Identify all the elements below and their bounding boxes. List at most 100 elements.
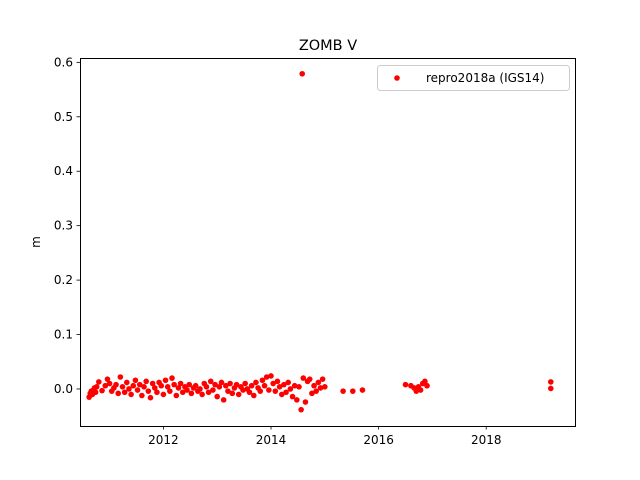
data-point-0-126	[547, 379, 554, 385]
data-point-0-58	[205, 389, 212, 396]
data-point-0-106	[306, 376, 313, 382]
data-point-0-107	[309, 390, 315, 397]
data-point-0-77	[246, 389, 253, 396]
data-point-0-30	[145, 388, 152, 394]
data-point-0-21	[126, 386, 132, 392]
data-point-0-60	[210, 387, 216, 393]
data-point-0-25	[134, 387, 141, 393]
x-tick-label-2: 2016	[363, 433, 394, 447]
chart-title: ZOMB V	[299, 38, 357, 54]
data-point-0-69	[229, 390, 236, 397]
y-axis-label: m	[29, 236, 43, 248]
data-point-0-61	[212, 381, 218, 388]
data-point-0-124	[422, 378, 428, 385]
data-point-0-117	[402, 381, 409, 388]
data-point-0-36	[158, 382, 165, 389]
data-point-0-80	[253, 379, 259, 386]
data-point-0-99	[294, 397, 300, 403]
data-point-0-31	[147, 394, 154, 401]
data-point-0-97	[289, 393, 296, 400]
legend-box	[377, 65, 570, 91]
y-tick-label-1: 0.1	[54, 328, 73, 342]
data-point-0-110	[315, 379, 322, 386]
data-point-0-57	[203, 384, 210, 390]
y-tick-label-0: 0.0	[54, 382, 73, 396]
data-point-0-43	[173, 392, 180, 399]
data-point-0-48	[184, 387, 190, 393]
data-point-0-52	[192, 382, 199, 389]
data-point-0-8	[96, 379, 102, 385]
data-point-0-7	[93, 384, 100, 390]
data-point-0-98	[291, 382, 298, 389]
data-point-0-65	[220, 397, 227, 403]
data-point-0-32	[149, 380, 156, 387]
data-point-0-127	[547, 385, 554, 392]
data-point-0-125	[424, 382, 430, 389]
data-point-0-6	[92, 389, 99, 396]
data-point-0-29	[143, 378, 149, 385]
legend: repro2018a (IGS14)	[377, 65, 570, 91]
data-point-0-100	[296, 384, 302, 390]
data-point-0-41	[169, 375, 175, 381]
data-point-0-17	[117, 374, 124, 380]
data-point-0-94	[283, 389, 289, 396]
data-point-0-122	[417, 387, 424, 393]
plot-frame	[80, 58, 576, 427]
x-tick-label-1: 2014	[256, 433, 287, 447]
data-point-0-91	[276, 384, 283, 390]
data-point-0-103	[300, 375, 307, 381]
y-tick-label-3: 0.3	[54, 219, 73, 233]
data-point-0-12	[106, 380, 113, 387]
data-point-0-112	[319, 376, 326, 382]
data-point-0-50	[188, 390, 195, 397]
data-point-0-74	[240, 387, 246, 393]
data-point-0-92	[278, 391, 285, 398]
data-point-0-79	[250, 392, 257, 399]
legend-label: repro2018a (IGS14)	[426, 71, 544, 85]
data-point-0-78	[248, 382, 255, 389]
data-point-0-15	[113, 381, 119, 388]
data-point-0-44	[175, 385, 182, 391]
data-point-0-83	[259, 377, 266, 384]
data-point-0-95	[285, 379, 292, 386]
data-point-0-113	[322, 384, 328, 390]
data-point-0-64	[218, 379, 225, 386]
data-point-0-54	[197, 386, 203, 392]
data-point-0-24	[132, 377, 139, 384]
data-point-0-84	[261, 382, 268, 389]
data-point-0-111	[317, 385, 324, 391]
data-point-0-46	[179, 389, 186, 396]
data-point-0-28	[141, 384, 147, 390]
data-point-0-59	[207, 378, 214, 385]
data-point-0-75	[242, 380, 248, 387]
data-point-0-40	[167, 388, 173, 394]
data-point-0-85	[263, 374, 270, 380]
data-point-0-82	[257, 388, 264, 394]
data-point-0-23	[130, 382, 137, 389]
data-point-0-108	[311, 382, 317, 389]
data-point-0-33	[151, 385, 158, 391]
data-point-0-11	[104, 376, 111, 382]
data-point-0-114	[340, 388, 346, 394]
data-point-0-93	[281, 381, 287, 388]
data-point-0-66	[223, 382, 229, 389]
data-point-0-115	[349, 388, 356, 394]
data-point-0-16	[115, 390, 121, 397]
data-point-0-10	[102, 382, 109, 389]
data-point-0-120	[413, 388, 420, 394]
data-point-0-18	[119, 384, 126, 390]
data-point-0-38	[162, 377, 169, 384]
data-point-0-71	[233, 381, 240, 388]
data-point-0-42	[171, 381, 177, 388]
data-point-0-45	[177, 380, 184, 387]
data-point-0-39	[164, 384, 171, 390]
data-point-0-22	[128, 391, 134, 398]
data-point-0-89	[272, 388, 279, 394]
data-point-0-101	[298, 406, 304, 413]
plot-area	[86, 70, 554, 413]
data-point-0-90	[274, 378, 281, 385]
y-tick-label-2: 0.2	[54, 273, 73, 287]
data-point-0-87	[268, 373, 274, 379]
data-point-0-68	[227, 380, 233, 387]
data-point-0-37	[160, 391, 167, 398]
